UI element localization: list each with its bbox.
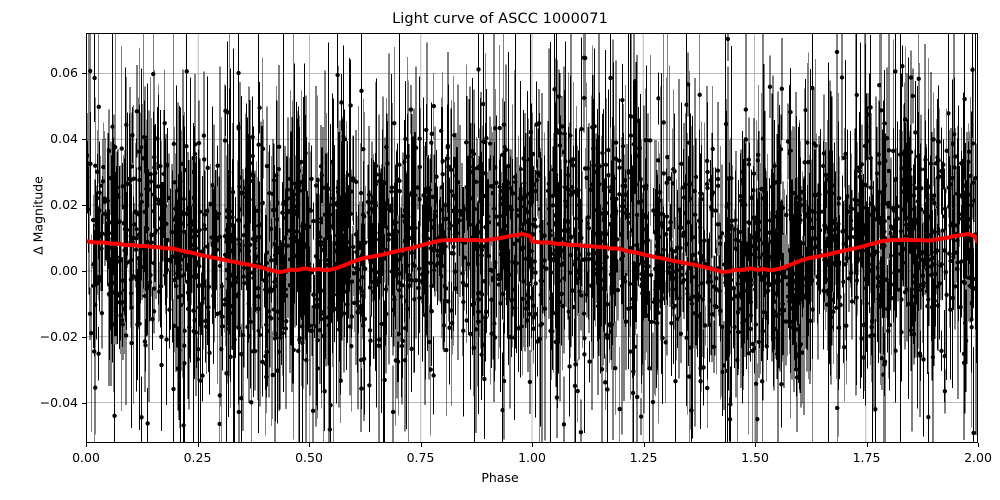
y-tick-mark	[82, 204, 86, 206]
x-tick-label: 1.50	[741, 450, 769, 465]
x-tick-label: 0.75	[406, 450, 435, 465]
x-tick-label: 0.25	[183, 450, 212, 465]
y-tick-mark	[82, 271, 86, 273]
page-title: Light curve of ASCC 1000071	[392, 11, 608, 27]
y-tick-mark	[82, 403, 86, 405]
x-tick-mark	[309, 443, 310, 447]
x-tick-mark	[197, 443, 199, 447]
y-tick-label: 0.00	[50, 263, 78, 279]
y-axis-label: Δ Magnitude	[30, 176, 46, 255]
binned-mean-curve	[87, 232, 977, 275]
x-tick-mark	[532, 443, 533, 447]
plot-area	[86, 33, 978, 443]
x-tick-label: 1.00	[518, 450, 546, 465]
x-tick-label: 1.75	[852, 450, 881, 465]
y-tick-label: −0.04	[39, 395, 78, 411]
y-tick-label: 0.06	[50, 64, 78, 80]
y-tick-mark	[82, 72, 86, 74]
x-tick-label: 2.00	[964, 450, 992, 465]
x-tick-mark	[978, 443, 979, 447]
x-tick-label: 0.50	[295, 450, 323, 465]
x-tick-mark	[755, 443, 756, 447]
x-tick-mark	[866, 443, 868, 447]
x-tick-label: 1.25	[629, 450, 658, 465]
x-tick-label: 0.00	[72, 450, 100, 465]
x-axis-label: Phase	[481, 470, 519, 485]
y-tick-mark	[82, 138, 86, 140]
y-tick-mark	[82, 337, 86, 339]
x-tick-mark	[643, 443, 645, 447]
y-tick-label: −0.02	[39, 329, 78, 345]
x-tick-mark	[86, 443, 87, 447]
y-tick-label: 0.04	[50, 130, 78, 146]
y-tick-label: 0.02	[50, 196, 78, 212]
x-tick-mark	[420, 443, 422, 447]
